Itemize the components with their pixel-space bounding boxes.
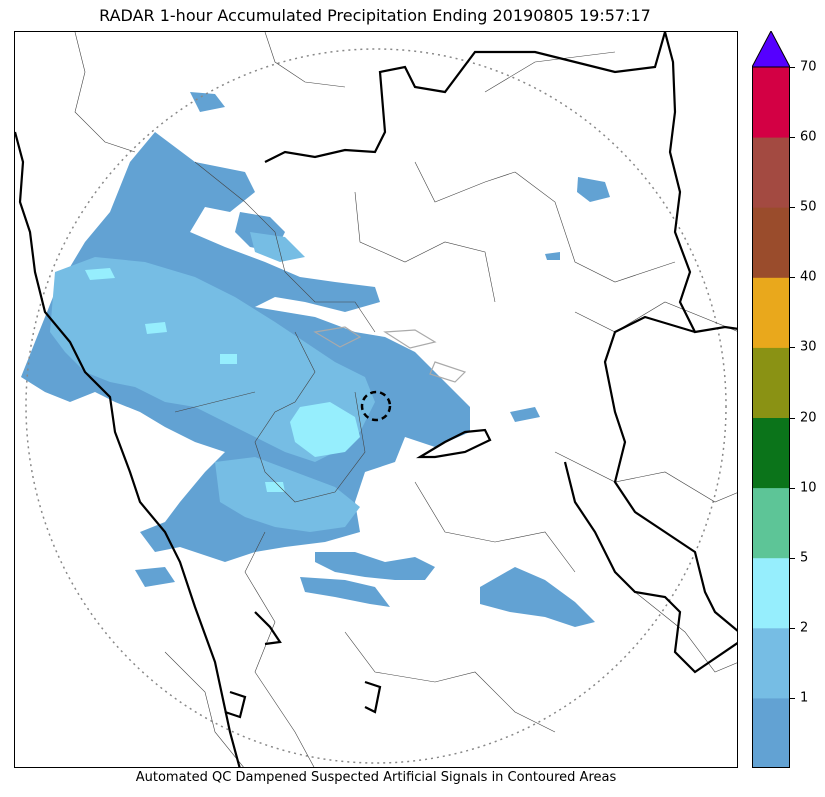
colorbar-band xyxy=(752,627,790,699)
colorbar-tick xyxy=(790,627,795,629)
qc-contour-areas xyxy=(313,326,467,383)
colorbar-band xyxy=(752,67,790,138)
colorbar-tick xyxy=(790,347,795,349)
colorbar-tick-label: 50 xyxy=(800,199,817,215)
colorbar-tick-label: 20 xyxy=(800,410,817,425)
map-footer: Automated QC Dampened Suspected Artifici… xyxy=(135,770,617,785)
radar-range-ring xyxy=(25,48,727,764)
radar-map-svg xyxy=(15,32,737,767)
colorbar-tick-label: 60 xyxy=(800,129,817,145)
colorbar xyxy=(751,29,791,769)
colorbar-tick xyxy=(790,277,795,279)
colorbar-tick-label: 30 xyxy=(800,339,817,355)
colorbar-band xyxy=(752,557,790,629)
minor-borders xyxy=(74,32,737,767)
colorbar-tick xyxy=(790,67,795,68)
colorbar-band xyxy=(752,207,790,278)
colorbar-band xyxy=(752,487,790,559)
colorbar-band xyxy=(752,277,790,348)
colorbar-band xyxy=(752,347,790,418)
map-title: RADAR 1-hour Accumulated Precipitation E… xyxy=(99,6,651,25)
colorbar-tick-label: 5 xyxy=(800,550,809,566)
major-borders xyxy=(15,32,737,767)
colorbar-svg xyxy=(751,29,791,769)
colorbar-tick-label: 10 xyxy=(800,480,817,496)
colorbar-tick xyxy=(790,697,795,699)
colorbar-tick xyxy=(790,487,795,489)
radar-map[interactable] xyxy=(14,31,738,768)
colorbar-tick xyxy=(790,137,795,139)
colorbar-band xyxy=(752,417,790,489)
precipitation-heavy-layer xyxy=(85,268,360,492)
colorbar-tick xyxy=(790,207,795,209)
colorbar-tick-label: 1 xyxy=(800,690,809,706)
colorbar-tick xyxy=(790,557,795,559)
colorbar-tick xyxy=(790,417,795,419)
radar-site-marker xyxy=(360,390,392,422)
colorbar-band xyxy=(752,697,790,769)
colorbar-extend-triangle xyxy=(751,29,791,68)
colorbar-tick-label: 2 xyxy=(800,620,809,636)
colorbar-tick-label: 40 xyxy=(800,269,817,285)
colorbar-tick-label: 70 xyxy=(800,59,817,75)
colorbar-frame xyxy=(752,66,790,768)
colorbar-band xyxy=(752,137,790,208)
